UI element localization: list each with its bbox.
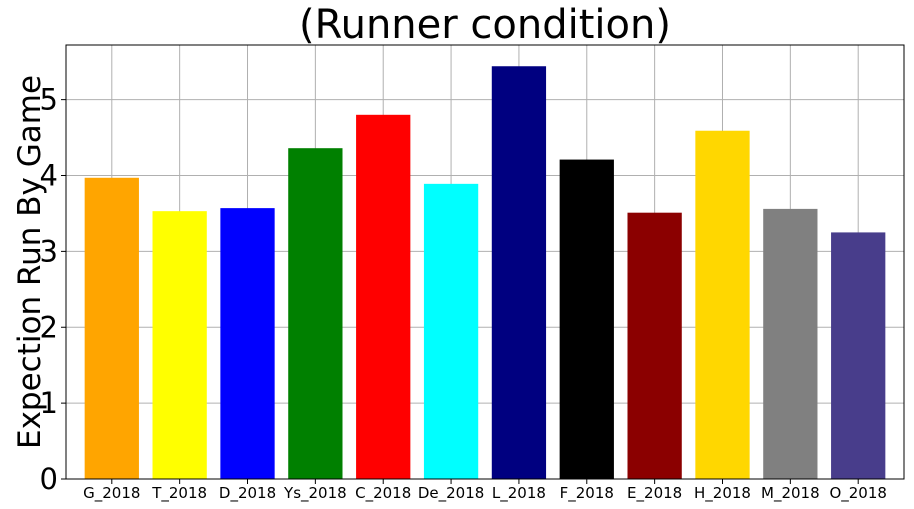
x-tick-label: G_2018 — [83, 484, 140, 503]
y-tick-label: 2 — [40, 310, 58, 344]
bar-h-2018 — [695, 130, 750, 479]
bar-f-2018 — [559, 159, 614, 479]
chart-title: (Runner condition) — [299, 2, 671, 48]
x-tick-label: E_2018 — [627, 484, 682, 503]
x-axis-ticks: G_2018 T_2018 D_2018 Ys_2018 C_2018 De_2018 L_… — [83, 479, 887, 503]
bar-d-2018 — [220, 208, 275, 479]
bars — [84, 66, 886, 480]
x-tick-label: O_2018 — [829, 484, 886, 503]
y-tick-label: 4 — [40, 159, 58, 193]
x-tick-label: H_2018 — [694, 484, 751, 503]
x-tick-label: L_2018 — [492, 484, 546, 503]
bar-de-2018 — [423, 183, 479, 479]
bar-o-2018 — [831, 232, 886, 479]
bar-ys-2018 — [288, 148, 343, 479]
x-tick-label: T_2018 — [151, 484, 207, 503]
x-tick-label: C_2018 — [355, 484, 411, 503]
x-tick-label: M_2018 — [761, 484, 820, 503]
x-tick-label: F_2018 — [560, 484, 614, 503]
x-tick-label: Ys_2018 — [283, 484, 347, 503]
bar-g-2018 — [84, 177, 139, 479]
y-tick-label: 3 — [40, 234, 58, 268]
bar-l-2018 — [491, 66, 547, 480]
bar-e-2018 — [627, 212, 682, 479]
bar-t-2018 — [152, 211, 207, 479]
y-tick-label: 0 — [40, 462, 58, 496]
plot-frame — [65, 44, 905, 480]
bar-m-2018 — [763, 208, 818, 479]
bar-c-2018 — [356, 114, 411, 479]
y-axis-label: Expection Run By Game — [12, 75, 48, 449]
y-tick-label: 5 — [40, 83, 58, 117]
y-axis-ticks: 0 1 2 3 4 5 — [40, 83, 66, 496]
y-tick-label: 1 — [40, 386, 58, 420]
x-tick-label: D_2018 — [219, 484, 276, 503]
x-tick-label: De_2018 — [418, 484, 484, 503]
